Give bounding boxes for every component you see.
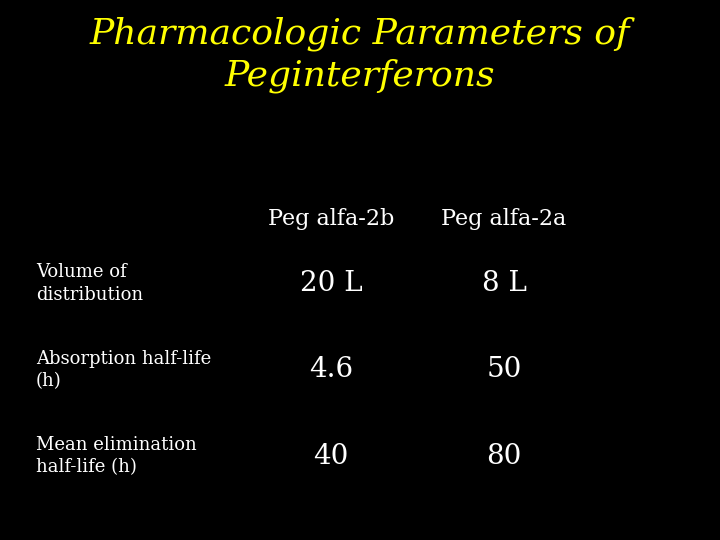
Text: 20 L: 20 L [300,270,362,297]
Text: 8 L: 8 L [482,270,526,297]
Text: 4.6: 4.6 [309,356,354,383]
Text: Peg alfa-2a: Peg alfa-2a [441,208,567,230]
Text: Pharmacologic Parameters of
Peginterferons: Pharmacologic Parameters of Peginterfero… [90,16,630,93]
Text: Mean elimination
half-life (h): Mean elimination half-life (h) [36,436,197,476]
Text: Peg alfa-2b: Peg alfa-2b [268,208,395,230]
Text: 80: 80 [486,443,522,470]
Text: 40: 40 [313,443,349,470]
Text: Volume of
distribution: Volume of distribution [36,264,143,303]
Text: 50: 50 [486,356,522,383]
Text: Absorption half-life
(h): Absorption half-life (h) [36,350,211,390]
